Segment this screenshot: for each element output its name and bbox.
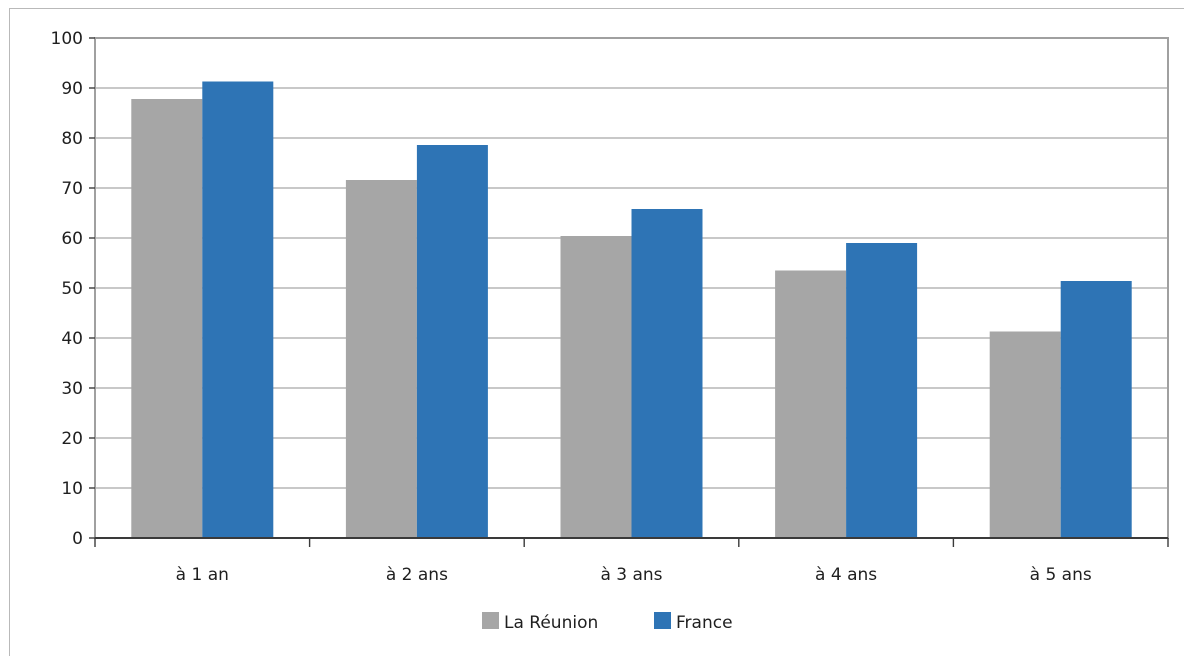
- chart-frame: [9, 8, 1184, 656]
- bar-la-reunion-2: [345, 180, 417, 538]
- y-tick-label: 30: [61, 379, 83, 399]
- y-axis-ticks: 0 10 20 30 40 50 60 70 80 90 100: [51, 29, 95, 549]
- bar-france-2: [416, 145, 488, 538]
- y-tick-label: 40: [61, 329, 83, 349]
- y-tick-label: 10: [61, 479, 83, 499]
- bar-france-3: [631, 209, 703, 538]
- y-tick-label: 0: [72, 529, 83, 549]
- x-tick-label: à 4 ans: [815, 565, 877, 585]
- bar-france-1: [202, 81, 274, 538]
- y-tick-label: 100: [51, 29, 83, 49]
- legend-swatch-la-reunion: [482, 612, 499, 629]
- x-axis-ticks: à 1 an à 2 ans à 3 ans à 4 ans à 5 ans: [94, 538, 1169, 585]
- y-tick-label: 70: [61, 179, 83, 199]
- y-tick-label: 60: [61, 229, 83, 249]
- bar-france-4: [846, 243, 918, 538]
- x-tick-label: à 3 ans: [600, 565, 662, 585]
- y-tick-label: 20: [61, 429, 83, 449]
- legend-swatch-france: [654, 612, 671, 629]
- legend-label-france: France: [676, 613, 733, 633]
- bar-la-reunion-4: [775, 270, 847, 538]
- x-tick-label: à 1 an: [176, 565, 229, 585]
- legend-label-la-reunion: La Réunion: [504, 613, 598, 633]
- bar-la-reunion-1: [131, 99, 203, 538]
- y-tick-label: 50: [61, 279, 83, 299]
- x-tick-label: à 5 ans: [1030, 565, 1092, 585]
- y-tick-label: 90: [61, 79, 83, 99]
- x-tick-label: à 2 ans: [386, 565, 448, 585]
- y-tick-label: 80: [61, 129, 83, 149]
- bar-la-reunion-3: [560, 236, 632, 538]
- legend: La Réunion France: [482, 612, 733, 633]
- bars: [131, 81, 1132, 538]
- bar-france-5: [1060, 281, 1132, 538]
- bar-la-reunion-5: [989, 331, 1061, 538]
